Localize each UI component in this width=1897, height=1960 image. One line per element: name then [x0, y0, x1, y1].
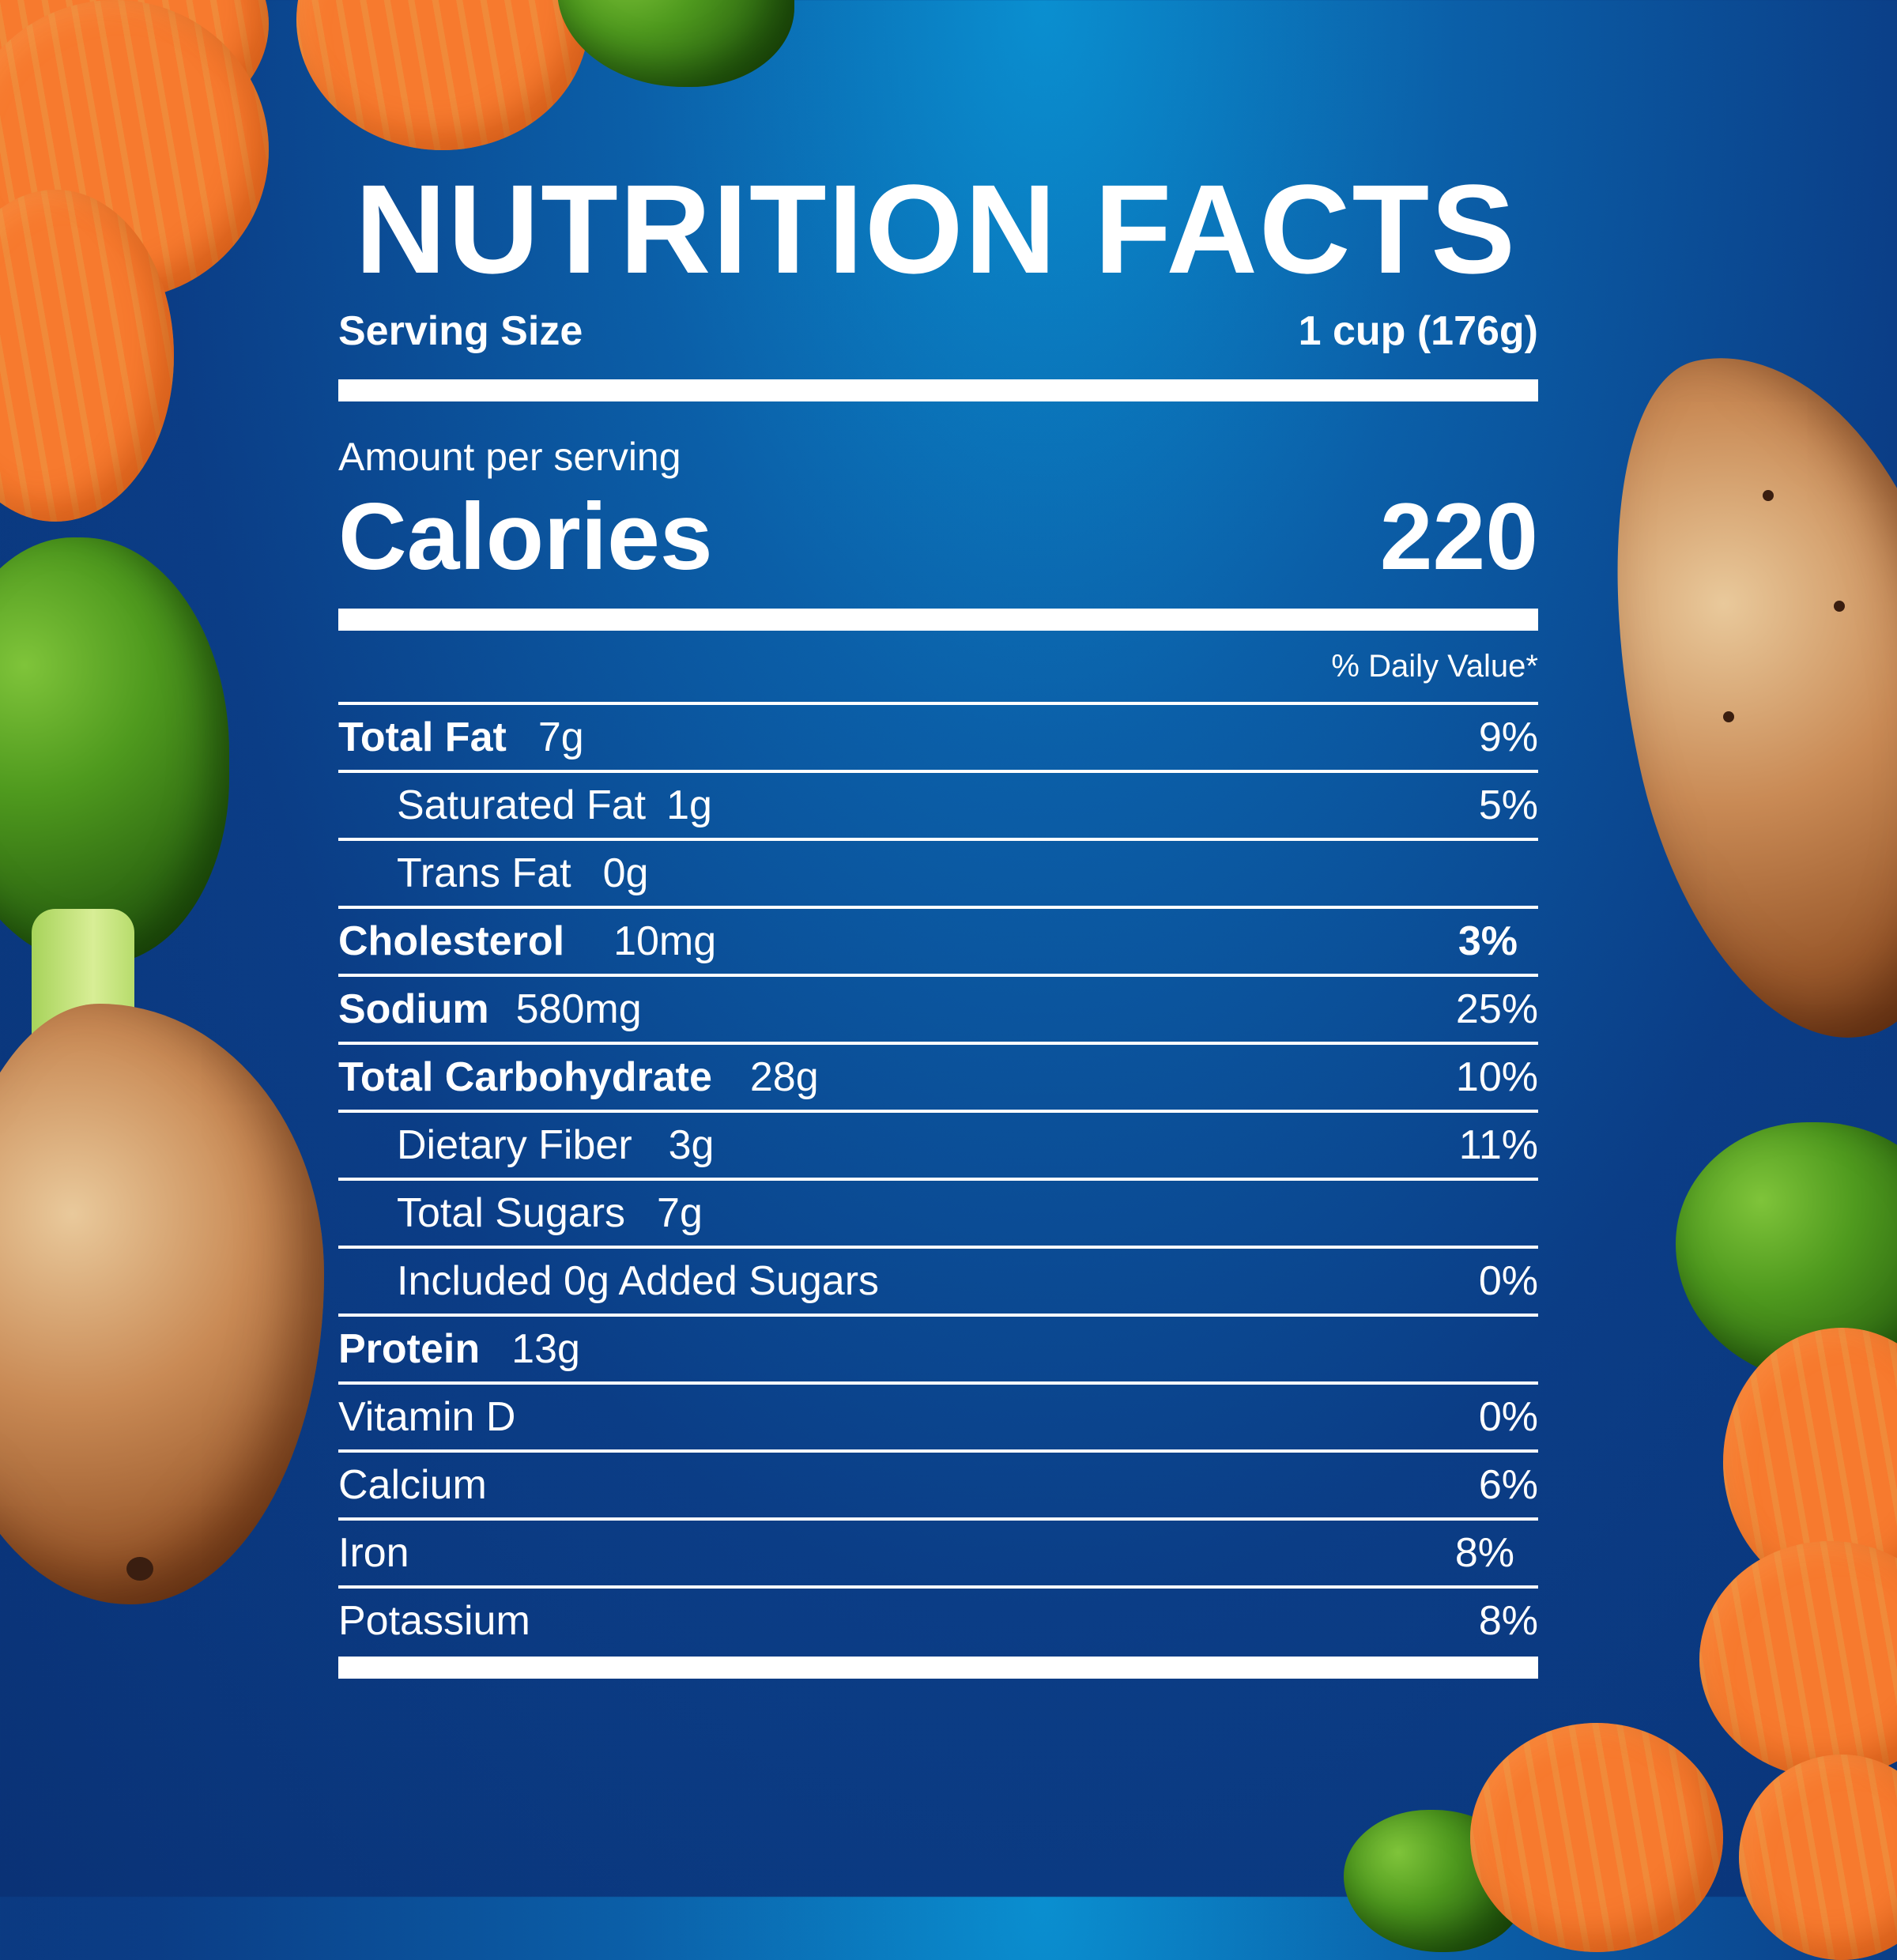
nutrient-amount: 28g — [749, 1054, 819, 1100]
nutrient-name: Saturated Fat — [397, 782, 647, 828]
nutrient-row-saturated-fat: Saturated Fat 1g 5% — [338, 773, 1538, 841]
nutrient-name: Total Sugars — [397, 1190, 626, 1236]
nutrient-amount: 0g — [602, 850, 649, 896]
pepper-flake-image — [1723, 711, 1734, 722]
broccoli-floret-image — [557, 0, 794, 87]
thick-divider — [338, 379, 1538, 401]
nutrient-daily-value: 10% — [1455, 1054, 1538, 1100]
nutrient-row-sodium: Sodium 580mg 25% — [338, 977, 1538, 1045]
nutrient-daily-value: 8% — [1454, 1530, 1514, 1576]
thin-divider — [338, 702, 1538, 705]
nutrient-daily-value: 25% — [1455, 986, 1538, 1032]
nutrient-row-dietary-fiber: Dietary Fiber 3g 11% — [338, 1113, 1538, 1181]
nutrient-amount: 10mg — [613, 918, 717, 964]
grilled-chicken-image — [1559, 320, 1897, 1071]
calories-value: 220 — [1379, 484, 1538, 590]
nutrient-name: Dietary Fiber — [397, 1122, 632, 1168]
thick-divider — [338, 609, 1538, 631]
nutrient-row-protein: Protein 13g — [338, 1317, 1538, 1385]
nutrient-amount: 7g — [537, 714, 584, 760]
pepper-flake-image — [1834, 601, 1845, 612]
nutrient-name: Cholesterol — [338, 918, 565, 964]
nutrient-name: Sodium — [338, 986, 489, 1032]
nutrient-row-potassium: Potassium 8% — [338, 1589, 1538, 1653]
nutrient-amount: 1g — [666, 782, 712, 828]
carrot-slice-image — [296, 0, 589, 150]
nutrient-daily-value: 5% — [1478, 782, 1538, 828]
nutrient-daily-value: 11% — [1458, 1122, 1538, 1168]
nutrient-row-added-sugars: Included 0g Added Sugars 0% — [338, 1249, 1538, 1317]
nutrient-daily-value: 0% — [1478, 1258, 1538, 1304]
nutrient-amount: 7g — [657, 1190, 703, 1236]
nutrient-row-total-fat: Total Fat 7g 9% — [338, 705, 1538, 773]
thick-divider — [338, 1657, 1538, 1679]
calories-label: Calories — [338, 484, 713, 590]
nutrient-name: Protein — [338, 1326, 481, 1372]
amount-per-serving-label: Amount per serving — [338, 435, 681, 479]
nutrient-daily-value: 0% — [1478, 1394, 1538, 1440]
pepper-flake-image — [1763, 490, 1774, 501]
nutrient-row-total-carbohydrate: Total Carbohydrate 28g 10% — [338, 1045, 1538, 1113]
grilled-chicken-image — [0, 1004, 324, 1604]
serving-size-row: Serving Size 1 cup (176g) — [338, 307, 1538, 356]
nutrient-amount: 3g — [668, 1122, 715, 1168]
serving-size-value: 1 cup (176g) — [1298, 308, 1538, 354]
nutrient-name: Vitamin D — [338, 1394, 516, 1440]
carrot-slice-image — [1739, 1755, 1897, 1960]
calories-row: Calories 220 — [338, 485, 1538, 588]
nutrient-name: Potassium — [338, 1598, 530, 1644]
nutrient-daily-value: 8% — [1478, 1598, 1538, 1644]
nutrient-daily-value: 9% — [1478, 714, 1538, 760]
nutrient-amount: 13g — [511, 1326, 580, 1372]
nutrient-amount: 580mg — [515, 986, 642, 1032]
nutrient-name: Total Carbohydrate — [338, 1054, 712, 1100]
nutrition-facts-panel: NUTRITION FACTS Serving Size 1 cup (176g… — [338, 166, 1538, 1679]
nutrient-row-vitamin-d: Vitamin D 0% — [338, 1385, 1538, 1453]
nutrient-row-total-sugars: Total Sugars 7g — [338, 1181, 1538, 1249]
pepper-flake-image — [126, 1557, 153, 1581]
nutrient-row-iron: Iron 8% — [338, 1521, 1538, 1589]
nutrient-row-trans-fat: Trans Fat 0g — [338, 841, 1538, 909]
serving-size-label: Serving Size — [338, 308, 583, 354]
nutrient-row-calcium: Calcium 6% — [338, 1453, 1538, 1521]
nutrient-row-cholesterol: Cholesterol 10mg 3% — [338, 909, 1538, 977]
carrot-slice-image — [1470, 1723, 1723, 1952]
daily-value-header: % Daily Value* — [1331, 649, 1538, 684]
nutrient-name: Trans Fat — [397, 850, 571, 896]
page-title: NUTRITION FACTS — [355, 158, 1517, 300]
broccoli-floret-image — [0, 537, 229, 964]
nutrient-name: Total Fat — [338, 714, 507, 760]
carrot-slice-image — [1699, 1541, 1897, 1778]
nutrient-name: Iron — [338, 1530, 409, 1576]
nutrient-daily-value: 3% — [1458, 918, 1518, 964]
nutrient-daily-value: 6% — [1478, 1462, 1538, 1508]
nutrient-name: Included 0g Added Sugars — [397, 1258, 880, 1304]
nutrient-name: Calcium — [338, 1462, 487, 1508]
